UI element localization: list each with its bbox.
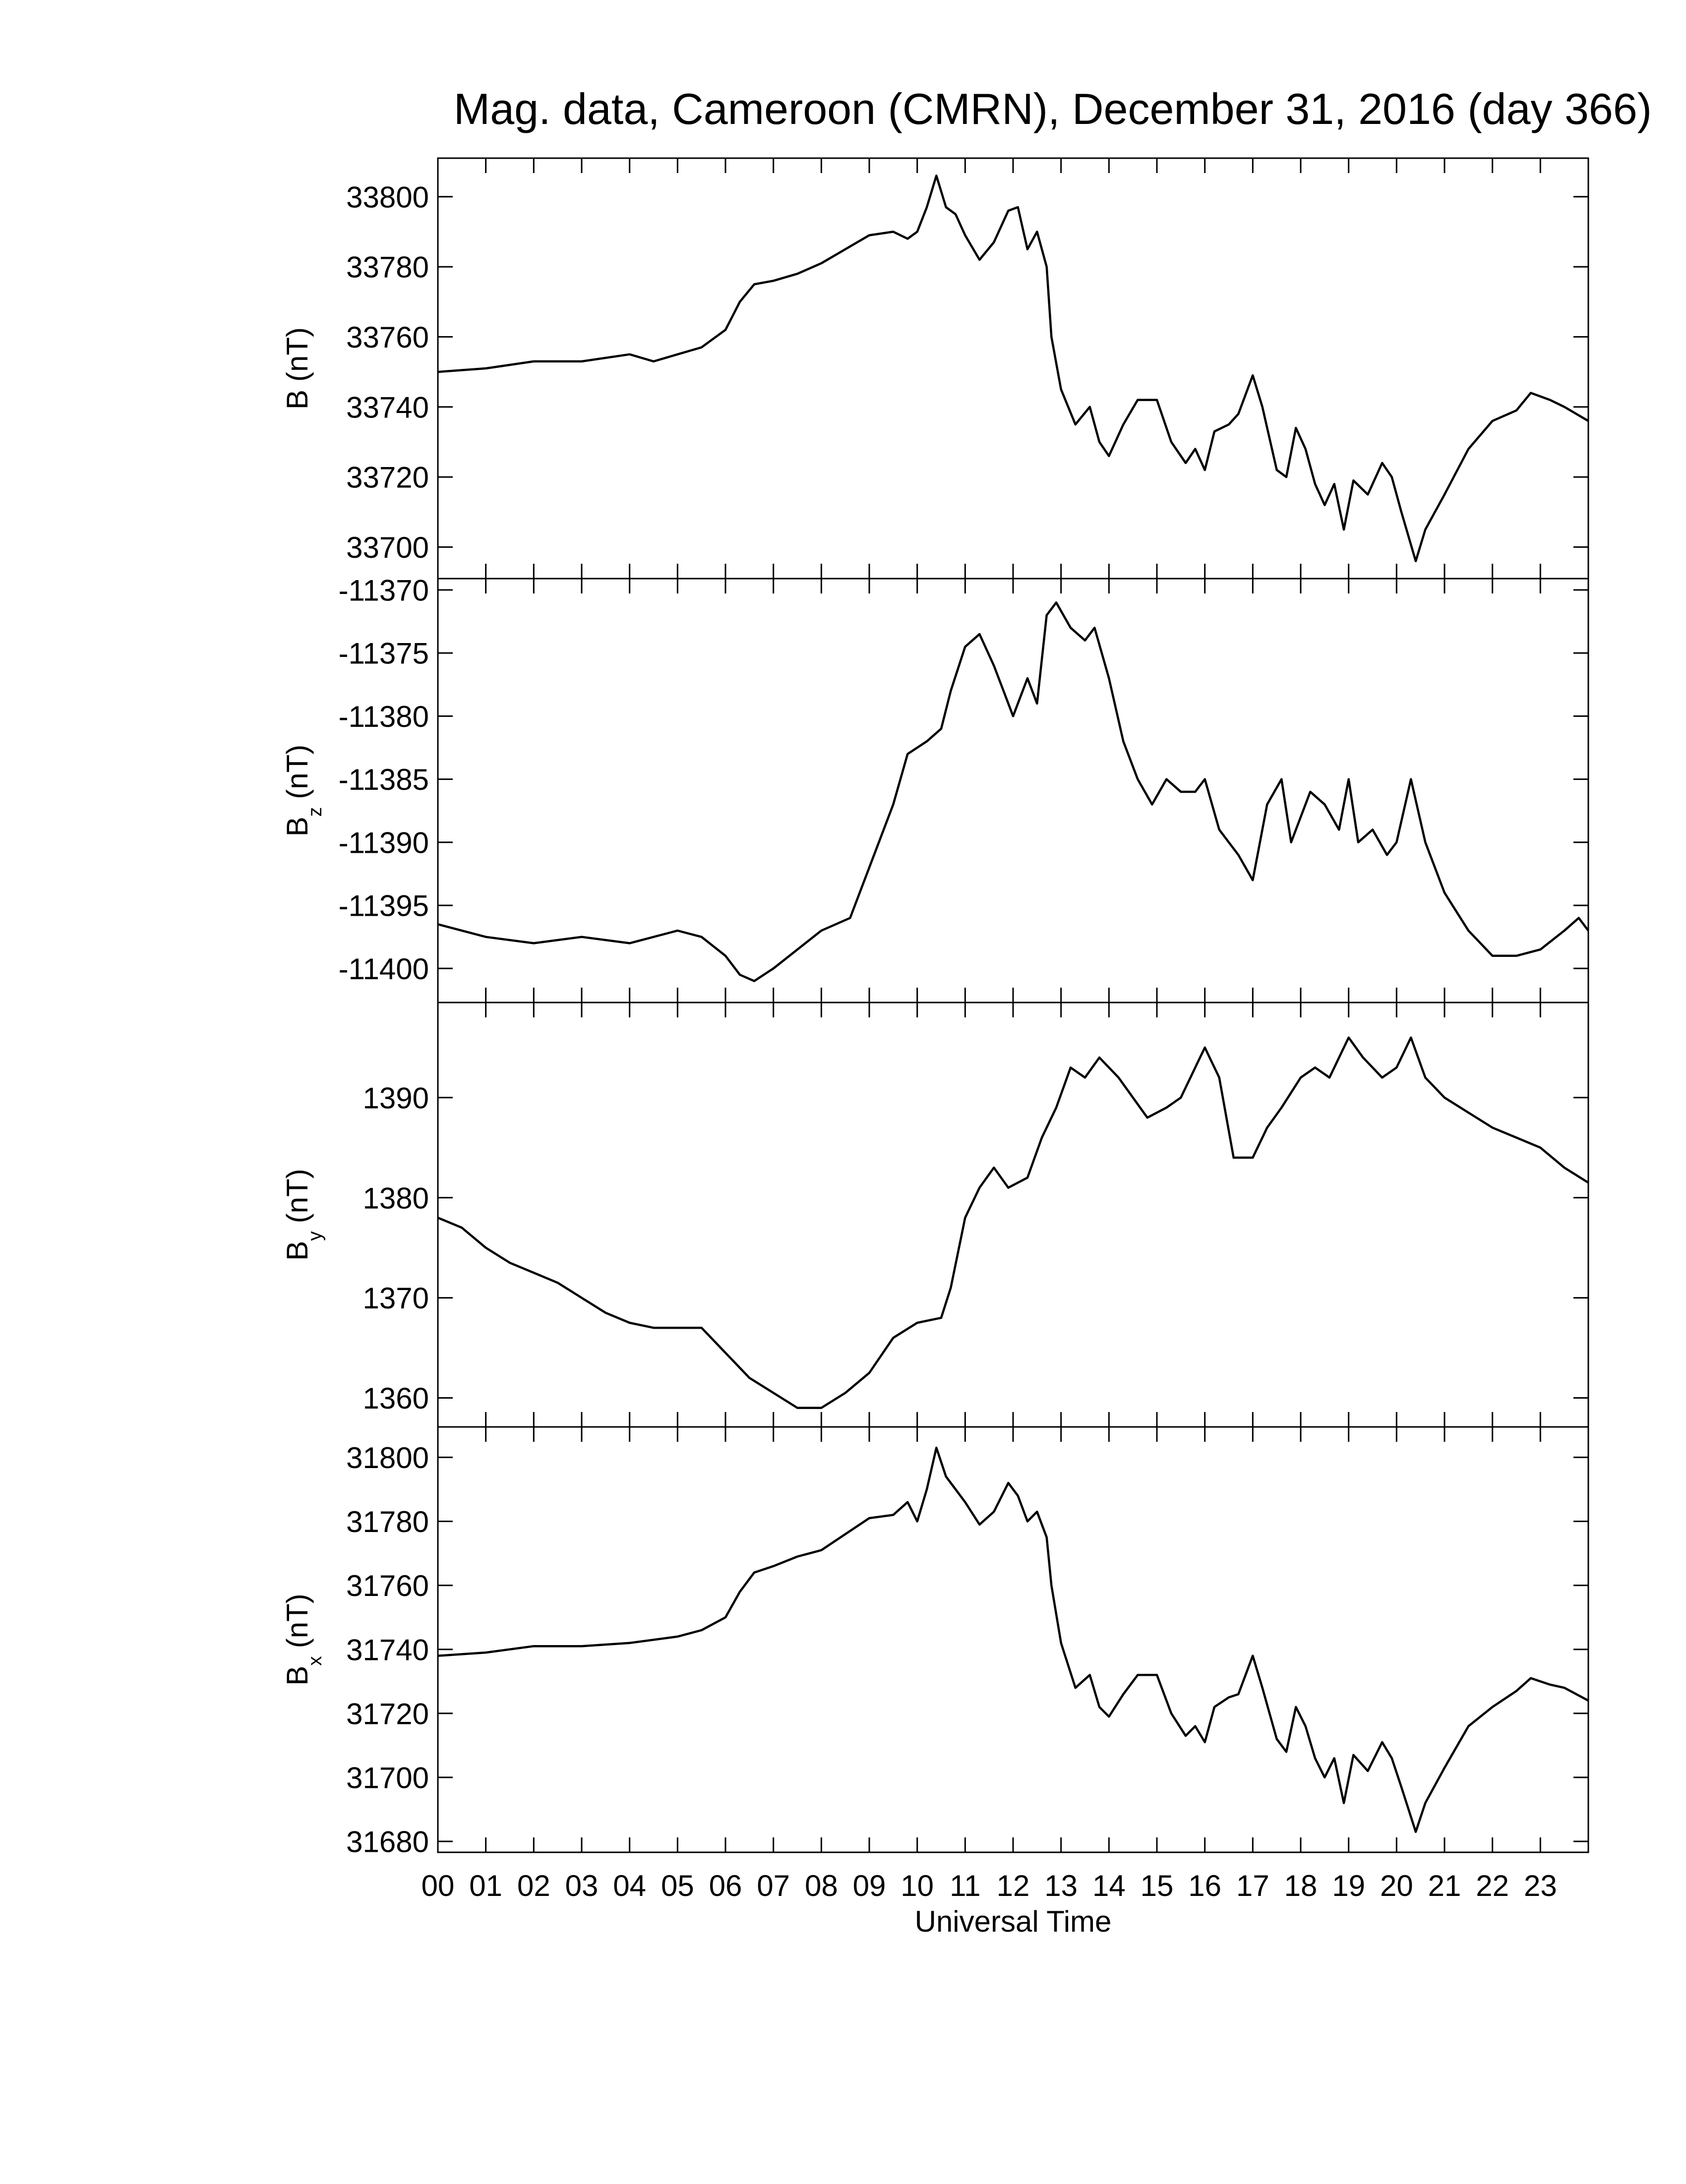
y-tick-label: 33740: [346, 391, 429, 424]
y-tick-label: 31740: [346, 1633, 429, 1666]
y-tick-label: 33700: [346, 531, 429, 564]
y-tick-label: -11375: [339, 637, 429, 670]
x-tick-label: 21: [1428, 1869, 1461, 1902]
y-tick-label: 33720: [346, 461, 429, 494]
y-tick-label: -11400: [339, 952, 429, 986]
plot-frame: [437, 1002, 1589, 1428]
y-tick-label: 31780: [346, 1505, 429, 1538]
x-tick-label: 18: [1284, 1869, 1318, 1902]
y-label-subscript: z: [304, 807, 326, 817]
x-axis-label: Universal Time: [915, 1905, 1112, 1938]
y-tick-label: -11395: [339, 889, 429, 923]
y-label-symbol: B: [281, 817, 314, 836]
y-label-symbol: B: [281, 390, 314, 410]
data-line: [437, 601, 1589, 982]
y-tick-label: 33760: [346, 321, 429, 354]
y-label-unit: (nT): [281, 745, 314, 799]
x-tick-label: 00: [422, 1869, 455, 1902]
y-tick-label: 1390: [363, 1081, 429, 1115]
chart-title: Mag. data, Cameroon (CMRN), December 31,…: [454, 84, 1652, 133]
x-tick-label: 16: [1188, 1869, 1221, 1902]
data-line: [437, 175, 1589, 562]
y-label-unit: (nT): [281, 1169, 314, 1223]
y-tick-label: 31800: [346, 1441, 429, 1475]
x-tick-label: 10: [901, 1869, 934, 1902]
data-line: [437, 1036, 1589, 1409]
x-tick-label: 12: [997, 1869, 1030, 1902]
x-tick-label: 02: [517, 1869, 550, 1902]
y-tick-label: -11390: [339, 826, 429, 859]
x-tick-label: 22: [1476, 1869, 1509, 1902]
x-tick-label: 13: [1044, 1869, 1078, 1902]
x-tick-label: 04: [613, 1869, 646, 1902]
x-tick-label: 19: [1332, 1869, 1365, 1902]
plot-frame: [437, 157, 1589, 580]
y-tick-label: 31760: [346, 1569, 429, 1602]
y-tick-label: -11385: [339, 763, 429, 796]
y-tick-label: 31720: [346, 1697, 429, 1730]
x-tick-label: 08: [805, 1869, 838, 1902]
y-label-unit: (nT): [281, 327, 314, 382]
x-tick-label: 15: [1141, 1869, 1174, 1902]
y-tick-label: 31680: [346, 1826, 429, 1859]
x-tick-label: 09: [853, 1869, 886, 1902]
x-tick-label: 23: [1524, 1869, 1557, 1902]
x-tick-label: 14: [1092, 1869, 1126, 1902]
x-tick-label: 20: [1380, 1869, 1413, 1902]
plot-frame: [437, 578, 1589, 1003]
data-line: [437, 1446, 1589, 1833]
y-tick-label: 33800: [346, 180, 429, 214]
y-tick-label: 1360: [363, 1382, 429, 1415]
y-label-symbol: B: [281, 1666, 314, 1686]
y-tick-label: 31700: [346, 1762, 429, 1795]
y-tick-label: -11370: [339, 574, 429, 607]
x-tick-label: 06: [709, 1869, 742, 1902]
y-label-symbol: B: [281, 1241, 314, 1261]
y-axis-label: By (nT): [281, 1169, 326, 1261]
y-tick-label: -11380: [339, 700, 429, 733]
y-tick-label: 33780: [346, 251, 429, 284]
x-tick-label: 11: [950, 1869, 980, 1902]
y-axis-label: Bx (nT): [281, 1594, 326, 1686]
y-label-subscript: y: [304, 1231, 326, 1241]
y-label-unit: (nT): [281, 1594, 314, 1648]
y-axis-label: Bz (nT): [281, 745, 326, 837]
y-label-subscript: x: [304, 1656, 326, 1666]
y-tick-label: 1380: [363, 1181, 429, 1215]
x-tick-label: 05: [661, 1869, 694, 1902]
y-tick-label: 1370: [363, 1282, 429, 1315]
x-tick-label: 01: [469, 1869, 502, 1902]
x-tick-label: 03: [565, 1869, 599, 1902]
x-tick-label: 07: [757, 1869, 790, 1902]
y-axis-label: B (nT): [281, 327, 314, 410]
x-tick-label: 17: [1236, 1869, 1269, 1902]
